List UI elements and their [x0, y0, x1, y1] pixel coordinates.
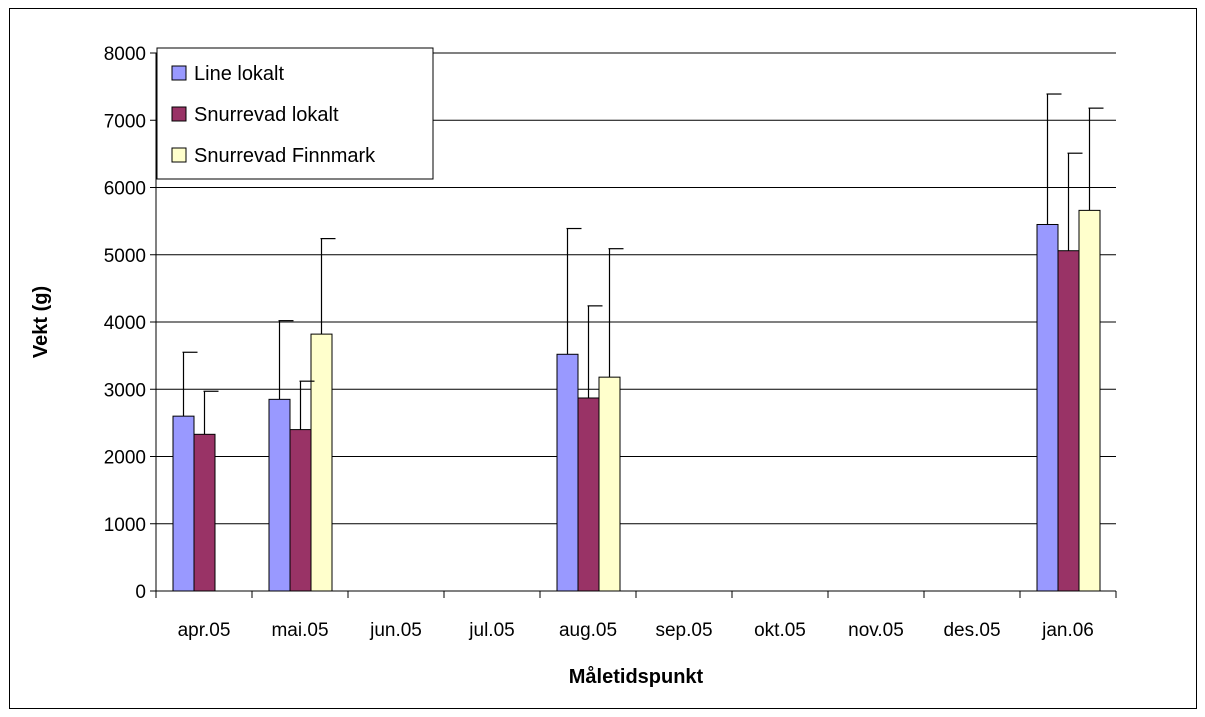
axes [150, 52, 1117, 598]
error-bar-1-aug.05 [566, 227, 582, 355]
bar-1-aug.05 [556, 353, 579, 592]
legend-label-3: Snurrevad Finnmark [194, 145, 376, 167]
bar-2-jan.06 [1057, 250, 1080, 592]
error-bar-2-apr.05 [203, 390, 219, 435]
y-tick-label-5: 5000 [104, 246, 146, 267]
bar-1-mai.05 [268, 398, 291, 592]
error-bar-1-mai.05 [278, 320, 294, 400]
y-tick-label-4: 4000 [104, 313, 146, 334]
x-tick-label-nov.05: nov.05 [848, 620, 904, 641]
y-tick-label-7: 7000 [104, 111, 146, 132]
bar-2-mai.05 [289, 429, 312, 592]
y-tick-label-1: 1000 [104, 515, 146, 536]
error-bar-2-aug.05 [587, 305, 603, 398]
bar-2-aug.05 [577, 397, 600, 592]
x-tick-label-aug.05: aug.05 [559, 620, 617, 641]
legend: Line lokalt Snurrevad lokalt Snurrevad Fin… [156, 47, 434, 180]
x-tick-label-jan.06: jan.06 [1041, 620, 1094, 641]
legend-label-2: Snurrevad lokalt [194, 104, 339, 126]
bar-1-apr.05 [172, 415, 195, 592]
error-bar-3-jan.06 [1088, 107, 1104, 211]
bar-3-mai.05 [310, 333, 333, 592]
legend-box [156, 47, 434, 180]
bar-1-jan.06 [1036, 223, 1059, 592]
legend-swatch-1 [171, 65, 187, 81]
error-bar-3-mai.05 [320, 238, 336, 335]
y-axis-title: Vekt (g) [30, 286, 52, 358]
legend-swatch-3 [171, 147, 187, 163]
y-tick-label-3: 3000 [104, 380, 146, 401]
legend-swatch-2 [171, 106, 187, 122]
y-tick-label-2: 2000 [104, 448, 146, 469]
bar-2-apr.05 [193, 433, 216, 592]
x-tick-label-jun.05: jun.05 [369, 620, 422, 641]
legend-label-1: Line lokalt [194, 63, 285, 85]
error-bar-1-apr.05 [182, 351, 198, 417]
bars [172, 209, 1101, 592]
x-tick-label-des.05: des.05 [943, 620, 1000, 641]
x-tick-label-sep.05: sep.05 [655, 620, 712, 641]
error-bars [182, 93, 1104, 435]
y-tick-label-0: 0 [135, 582, 146, 603]
x-tick-label-mai.05: mai.05 [271, 620, 328, 641]
x-tick-label-jul.05: jul.05 [468, 620, 514, 641]
y-tick-label-8: 8000 [104, 44, 146, 65]
error-bar-2-jan.06 [1067, 152, 1083, 251]
x-tick-label-okt.05: okt.05 [754, 620, 806, 641]
error-bar-3-aug.05 [608, 248, 624, 378]
error-bar-1-jan.06 [1046, 93, 1062, 225]
y-tick-label-6: 6000 [104, 179, 146, 200]
x-axis-title: Måletidspunkt [569, 665, 704, 688]
bar-3-aug.05 [598, 376, 621, 592]
error-bar-2-mai.05 [299, 380, 315, 430]
x-tick-label-apr.05: apr.05 [178, 620, 231, 641]
bar-3-jan.06 [1078, 209, 1101, 592]
tick-labels: 0 1000 2000 3000 4000 5000 6000 7000 8000 apr.05 m… [104, 44, 1094, 641]
